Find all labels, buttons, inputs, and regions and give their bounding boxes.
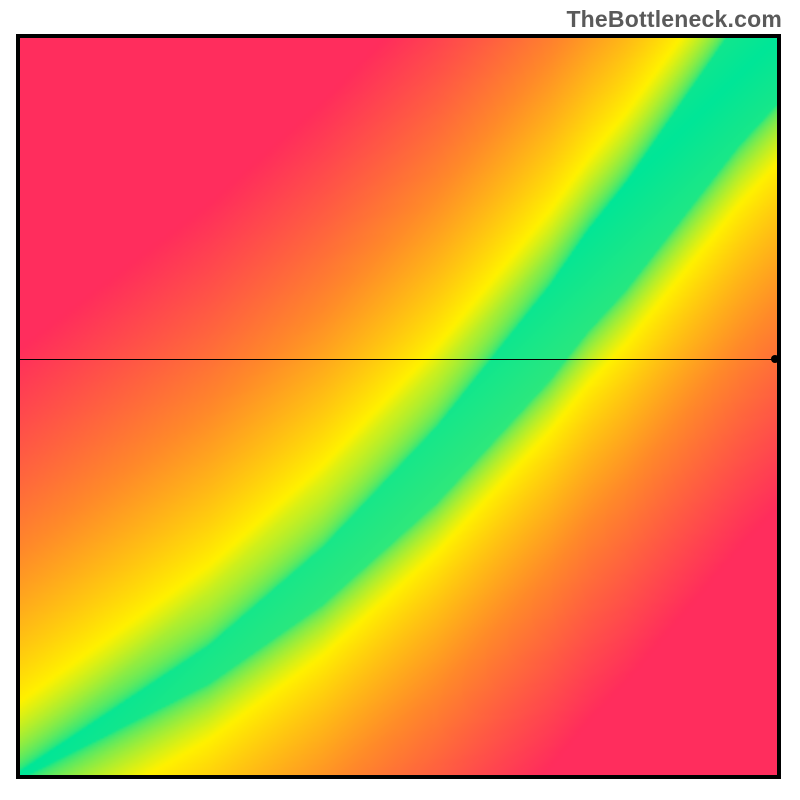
heatmap-canvas	[20, 38, 777, 775]
reference-marker	[771, 355, 779, 363]
bottleneck-heatmap	[16, 34, 781, 779]
watermark: TheBottleneck.com	[566, 6, 782, 33]
